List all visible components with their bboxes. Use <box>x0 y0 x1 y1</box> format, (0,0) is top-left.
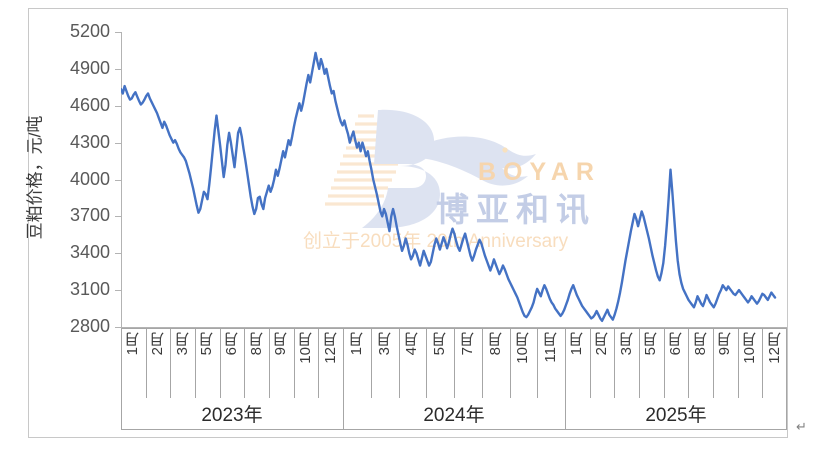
x-axis-month-tick <box>269 328 270 398</box>
x-axis-month-label: 8月 <box>486 332 504 356</box>
y-axis-tick-mark <box>115 216 121 217</box>
y-axis-tick-label: 3100 <box>69 279 110 300</box>
price-series-line <box>121 51 777 323</box>
y-axis-tick-label: 4900 <box>69 57 110 78</box>
x-axis-month-tick <box>293 328 295 398</box>
y-axis-tick-label: 3700 <box>69 205 110 226</box>
x-axis-month-label: 3月 <box>617 332 635 356</box>
x-axis-month-label: 8月 <box>247 332 265 356</box>
year-separator-line <box>565 328 566 429</box>
x-axis-month-label: 6月 <box>223 332 240 356</box>
x-axis-month-label: 3月 <box>375 332 393 356</box>
y-axis-tick-label: 2800 <box>69 316 110 336</box>
y-axis-tick-mark <box>115 253 121 254</box>
x-axis-month-label: 2月 <box>593 332 610 356</box>
x-axis-month-label: 9月 <box>716 332 734 356</box>
year-separator-line <box>786 328 787 429</box>
x-axis-month-tick <box>426 328 428 398</box>
x-axis-year-label: 2024年 <box>423 405 485 426</box>
y-axis-tick-label: 5200 <box>69 21 110 41</box>
x-axis-month-tick <box>244 328 246 398</box>
x-axis-month-tick <box>537 328 539 398</box>
plot-area <box>121 51 777 323</box>
y-axis-line <box>121 32 122 328</box>
x-axis-month-label: 11月 <box>542 332 560 363</box>
x-axis-month-tick <box>639 328 640 398</box>
x-axis-month-label: 8月 <box>691 332 709 356</box>
x-axis-month-label: 12月 <box>765 332 783 364</box>
x-axis-month-tick <box>219 328 221 398</box>
y-axis-tick-labels: 2800 3100 3400 3700 4000 4300 4600 4900 5200 <box>36 0 110 452</box>
x-axis-month-tick <box>589 328 591 398</box>
x-axis-month-label: 9月 <box>272 332 290 356</box>
x-axis-month-label: 6月 <box>667 332 684 356</box>
x-axis-month-tick <box>762 328 764 398</box>
x-axis-month-tick <box>145 328 147 398</box>
x-axis-month-tick <box>509 328 511 398</box>
x-axis-month-label: 1月 <box>568 332 586 356</box>
year-separator-line <box>121 328 122 429</box>
x-axis-month-tick <box>737 328 739 398</box>
y-axis-tick-label: 4000 <box>69 168 110 189</box>
x-axis: 1月 2月 3月 5月 6月 8月 9月 10月 12月 2023年 1月 3月 4月 5月 7月 8月 10月… <box>121 328 787 436</box>
x-axis-month-label: 3月 <box>173 332 191 356</box>
paragraph-return-mark: ↵ <box>796 419 807 434</box>
y-axis-tick-label: 4600 <box>69 94 110 115</box>
x-axis-month-tick <box>318 328 320 398</box>
x-axis-bottom-rule <box>121 429 787 430</box>
x-axis-month-tick <box>481 328 483 398</box>
x-axis-year-label: 2023年 <box>201 405 263 426</box>
x-axis-month-label: 10月 <box>741 332 758 364</box>
x-axis-month-label: 5月 <box>642 332 660 356</box>
y-axis-tick-label: 3400 <box>69 242 110 263</box>
x-axis-month-tick <box>663 328 665 398</box>
x-axis-month-tick <box>398 328 400 398</box>
x-axis-month-label: 1月 <box>347 332 365 356</box>
y-axis-tick-label: 4300 <box>69 131 110 152</box>
x-axis-month-label: 5月 <box>431 332 449 356</box>
x-axis-month-tick <box>170 328 172 398</box>
x-axis-year-label: 2025年 <box>645 405 707 426</box>
x-axis-month-label: 4月 <box>403 332 421 356</box>
y-axis-tick-mark <box>115 180 121 181</box>
x-axis-month-tick <box>195 328 196 398</box>
x-axis-month-label: 10月 <box>514 332 532 364</box>
x-axis-month-label: 2月 <box>149 332 166 356</box>
y-axis-tick-mark <box>115 143 121 144</box>
x-axis-month-tick <box>614 328 616 398</box>
y-axis-tick-mark <box>115 106 121 107</box>
y-axis-tick-mark <box>115 327 121 328</box>
y-axis-tick-mark <box>115 290 121 291</box>
x-axis-line <box>121 327 787 328</box>
x-axis-month-tick <box>454 328 455 398</box>
y-axis-tick-mark <box>115 32 121 33</box>
y-axis-tick-mark <box>115 69 121 70</box>
x-axis-month-tick <box>688 328 690 398</box>
x-axis-month-label: 10月 <box>297 332 314 364</box>
x-axis-month-tick <box>370 328 372 398</box>
x-axis-month-label: 7月 <box>458 332 476 356</box>
x-axis-month-label: 12月 <box>321 332 339 364</box>
x-axis-month-label: 1月 <box>124 332 142 356</box>
x-axis-month-label: 5月 <box>198 332 216 356</box>
x-axis-month-tick <box>713 328 714 398</box>
year-separator-line <box>343 328 344 429</box>
